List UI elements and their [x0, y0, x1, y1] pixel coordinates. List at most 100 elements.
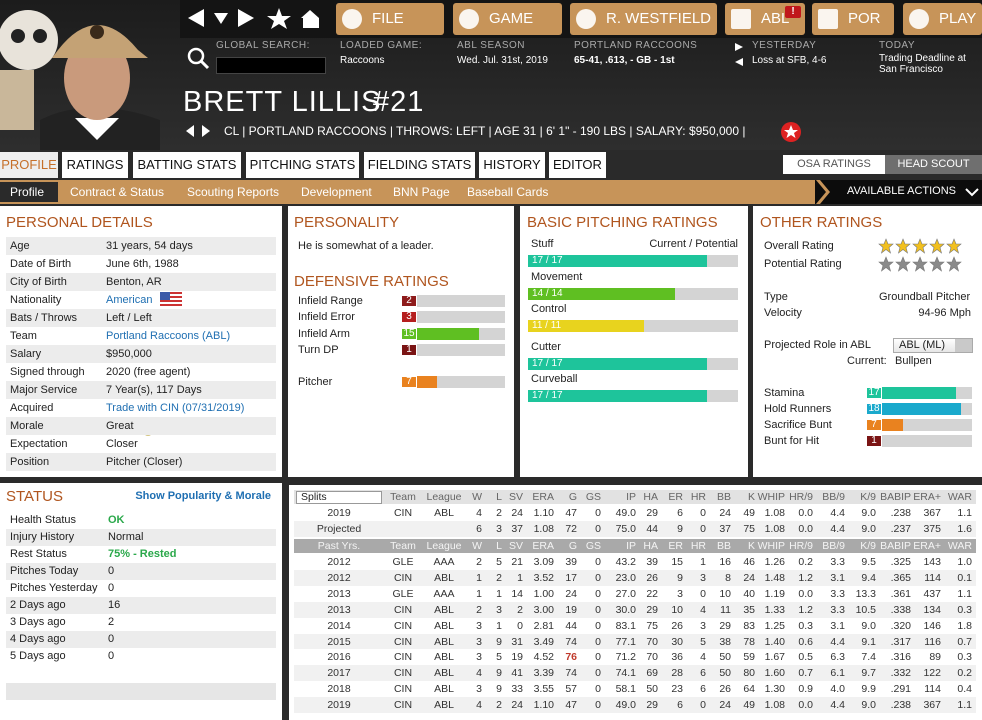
rating-name: Hold Runners: [764, 403, 832, 415]
row-value[interactable]: American: [106, 294, 153, 306]
stat-cell: 1: [496, 587, 502, 600]
stat-cell: 0: [595, 635, 601, 648]
role-select-value[interactable]: ABL (ML): [899, 339, 946, 351]
stat-cell: 1.30: [764, 683, 785, 696]
stat-cell: 1.00: [533, 587, 554, 600]
row-label: Signed through: [10, 366, 85, 378]
nav-button-label[interactable]: ABL: [761, 10, 790, 27]
stat-cell: 2012: [327, 556, 351, 568]
stat-cell: CIN: [393, 699, 413, 712]
nav-button-label[interactable]: PLAY: [939, 10, 977, 27]
tab[interactable]: PITCHING STATS: [246, 152, 359, 178]
subtab[interactable]: Development: [301, 185, 372, 199]
stat-cell: 1.60: [764, 667, 785, 680]
stat-cell: 3.1: [830, 571, 845, 584]
stat-cell: 3.55: [533, 683, 554, 696]
stat-cell: 9: [677, 523, 683, 535]
actions-label[interactable]: AVAILABLE ACTIONS: [847, 185, 957, 197]
stat-cell: 6.1: [830, 667, 845, 680]
table-header-bg: [294, 490, 976, 504]
day-arrows[interactable]: [733, 42, 745, 70]
stat-cell: 19: [511, 651, 523, 664]
stat-cell: CIN: [393, 667, 413, 680]
nav-button-label[interactable]: FILE: [372, 10, 404, 27]
tab[interactable]: BATTING STATS: [133, 152, 241, 178]
row-value[interactable]: Portland Raccoons (ABL): [106, 330, 231, 342]
search-box[interactable]: [216, 57, 326, 74]
stat-cell: 83.1: [615, 619, 636, 632]
stat-cell: 0: [595, 556, 601, 568]
stat-cell: 2: [496, 699, 502, 712]
scout-tab[interactable]: HEAD SCOUT: [885, 155, 982, 174]
tab[interactable]: FIELDING STATS: [364, 152, 475, 178]
panel-title: OTHER RATINGS: [760, 214, 883, 231]
stat-cell: .316: [890, 651, 911, 664]
nav-icons[interactable]: [186, 6, 326, 32]
stat-cell: 64: [743, 683, 755, 696]
subtab[interactable]: Scouting Reports: [187, 185, 280, 199]
panel-title: STATUS: [6, 488, 63, 505]
row-value: 0: [108, 633, 115, 645]
column-header: HR/9: [789, 491, 813, 503]
stat-cell: .325: [890, 556, 911, 568]
row-label: Date of Birth: [10, 258, 72, 270]
stat-cell: 3: [476, 619, 482, 632]
overall-label: Overall Rating: [764, 240, 834, 252]
tab[interactable]: PROFILE: [0, 152, 58, 178]
actions-bar[interactable]: [815, 180, 982, 204]
pitching-header: Current / Potential: [649, 238, 738, 250]
rating-value: 15: [403, 328, 415, 339]
stat-cell: 0: [595, 571, 601, 584]
rating-name: Bunt for Hit: [764, 435, 820, 447]
nav-button-label[interactable]: POR: [848, 10, 881, 27]
scout-tab[interactable]: OSA RATINGS: [783, 155, 885, 174]
stat-cell: 2013: [327, 603, 351, 616]
stat-cell: 69: [646, 667, 658, 680]
stat-cell: 23: [671, 683, 683, 696]
nav-button-label[interactable]: R. WESTFIELD: [606, 10, 712, 27]
stat-cell: 47: [565, 507, 577, 519]
stat-cell: 0: [595, 683, 601, 696]
row-value: $950,000: [106, 348, 152, 360]
splits-select[interactable]: [296, 491, 382, 504]
nav-button-label[interactable]: GAME: [489, 10, 534, 27]
bar-track: [401, 311, 505, 323]
stat-cell: 1.10: [533, 699, 554, 712]
player-arrows[interactable]: [184, 124, 214, 138]
stat-cell: 9.4: [861, 571, 876, 584]
today-value: Trading Deadline at San Francisco: [879, 53, 966, 75]
row-value[interactable]: Trade with CIN (07/31/2019): [106, 402, 245, 414]
stat-cell: 75: [646, 619, 658, 632]
today-label: TODAY: [879, 40, 916, 51]
row-bg: [6, 309, 276, 327]
stat-cell: 4.4: [830, 523, 845, 535]
stat-cell: ABL: [434, 635, 454, 648]
splits-label[interactable]: Splits: [301, 491, 327, 503]
stat-cell: 6: [677, 507, 683, 519]
column-header: BB: [716, 491, 731, 503]
stat-cell: 9: [677, 571, 683, 584]
tab[interactable]: EDITOR: [549, 152, 606, 178]
stat-cell: 0: [700, 507, 706, 519]
stat-cell: 0.2: [957, 667, 972, 680]
actions-chevrons: [816, 180, 979, 204]
subtab[interactable]: Profile: [10, 185, 45, 199]
subtab[interactable]: BNN Page: [393, 185, 450, 199]
row-label: Bats / Throws: [10, 312, 78, 324]
search-icon[interactable]: [186, 46, 210, 70]
tab[interactable]: RATINGS: [62, 152, 128, 178]
role-select[interactable]: [893, 338, 973, 353]
column-header: ERA+: [913, 540, 941, 552]
subtab[interactable]: Contract & Status: [70, 185, 165, 199]
row-label: Team: [10, 330, 37, 342]
tab[interactable]: HISTORY: [479, 152, 545, 178]
column-header: BB/9: [822, 491, 845, 503]
subtab[interactable]: Baseball Cards: [467, 185, 549, 199]
favorite-icon[interactable]: [780, 121, 802, 143]
stat-cell: 70: [646, 635, 658, 648]
stat-cell: 37: [719, 523, 731, 535]
status-link[interactable]: Show Popularity & Morale: [135, 490, 271, 502]
stat-cell: 22: [646, 587, 658, 600]
stat-cell: 0.0: [798, 587, 813, 600]
stat-cell: 1.1: [957, 507, 972, 519]
